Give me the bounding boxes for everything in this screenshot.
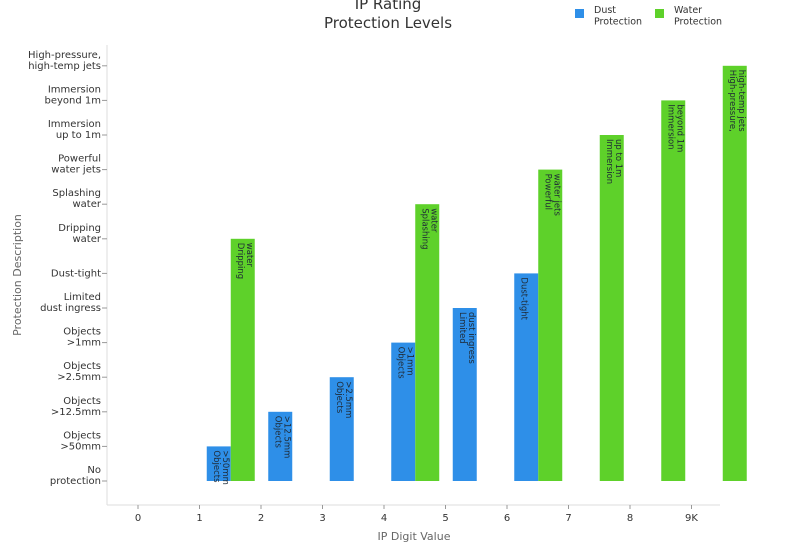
x-tick-label: 7 [565, 513, 571, 524]
legend-swatch [575, 9, 584, 18]
bars [206, 65, 747, 482]
y-tick-label: Limited dust ingress [40, 292, 101, 314]
water-bar [230, 238, 255, 481]
x-tick-label: 8 [627, 513, 633, 524]
x-tick-label: 9K [685, 513, 698, 524]
dust-bar [206, 446, 231, 481]
y-axis-title: Protection Description [11, 214, 24, 336]
y-tick-label: Dripping water [58, 223, 102, 245]
dust-bar-label: Objects>12.5mm [272, 416, 291, 459]
x-tick-label: 1 [196, 513, 202, 524]
dust-bar [329, 377, 354, 481]
legend-swatch [655, 9, 664, 18]
water-bar [599, 135, 624, 481]
chart-title-line: Protection Levels [324, 14, 452, 32]
water-bar-label: Powerfulwater jets [542, 174, 561, 217]
y-tick-label: Objects >50mm [60, 430, 101, 452]
x-axis-title: IP Digit Value [378, 530, 451, 543]
water-bar-label: Drippingwater [235, 243, 254, 279]
x-tick-label: 6 [504, 513, 510, 524]
water-bar-label: Immersionbeyond 1m [665, 104, 684, 152]
y-tick-label: High-pressure, high-temp jets [28, 50, 101, 72]
y-tick-label: Dust-tight [51, 268, 101, 279]
water-bar [661, 100, 686, 482]
legend: Dust Protection Water Protection [575, 5, 722, 28]
x-tick-label: 4 [381, 513, 387, 524]
bar-labels: Objects>50mm Drippingwater Objects>12.5mm O… [211, 70, 746, 485]
water-bar [538, 169, 563, 481]
dust-bar [452, 308, 477, 481]
y-tick-label: Immersion beyond 1m [44, 84, 101, 106]
x-tick-label: 5 [442, 513, 448, 524]
x-tick-label: 2 [258, 513, 264, 524]
y-tick-label: Objects >1mm [63, 327, 101, 349]
dust-bar [268, 411, 293, 481]
legend-label: Water Protection [674, 5, 722, 28]
x-tick-label: 0 [135, 513, 141, 524]
dust-bar-label: Limiteddust ingress [457, 312, 476, 364]
dust-bar-label: Objects>50mm [211, 450, 230, 485]
dust-bar [514, 273, 539, 481]
y-tick-label: Splashing water [52, 188, 102, 210]
chart-title-line: IP Rating [355, 0, 422, 13]
water-bar-label: Immersionup to 1m [604, 139, 623, 184]
water-bar [415, 204, 440, 481]
y-tick-label: Objects >12.5mm [51, 396, 101, 418]
dust-bar-label: Dust-tight [518, 277, 528, 320]
dust-bar [391, 342, 416, 481]
water-bar-label: Splashingwater [419, 208, 438, 249]
axes: No protection Objects >50mm Objects >12.5mm Ob… [11, 45, 720, 543]
legend-label: Dust Protection [594, 5, 642, 28]
y-tick-label: Immersion up to 1m [48, 119, 101, 141]
y-tick-label: Objects >2.5mm [57, 361, 101, 383]
x-tick-label: 3 [319, 513, 325, 524]
y-tick-label: No protection [50, 465, 101, 487]
water-bar [722, 65, 747, 482]
water-bar-label: High-pressure,high-temp jets [727, 70, 746, 132]
dust-bar-label: Objects>2.5mm [334, 381, 353, 418]
dust-bar-label: Objects>1mm [395, 347, 414, 380]
y-tick-label: Powerful water jets [51, 154, 101, 176]
